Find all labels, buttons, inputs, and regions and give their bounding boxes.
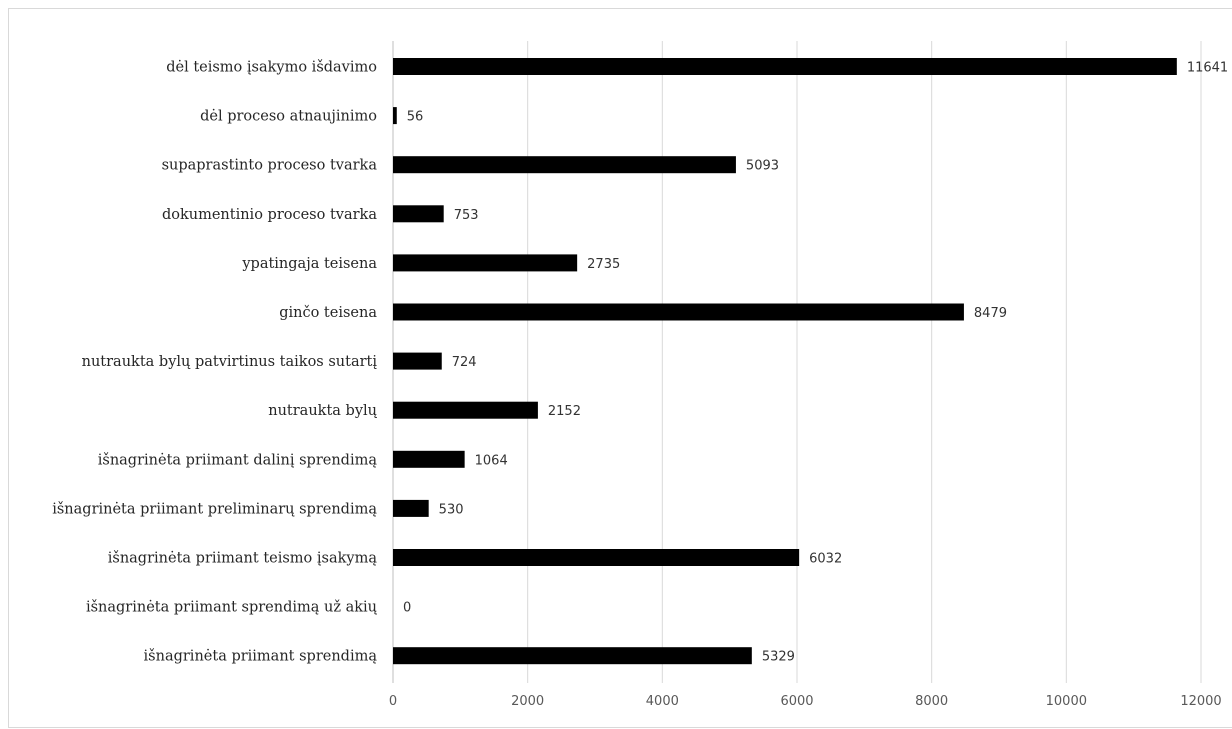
bar (393, 499, 429, 517)
x-tick-label: 0 (389, 694, 397, 709)
category-label: išnagrinėta priimant dalinį sprendimą (98, 451, 378, 468)
category-label: nutraukta bylų patvirtinus taikos sutart… (82, 354, 378, 370)
bar (393, 107, 397, 125)
bar (393, 58, 1177, 75)
x-tick-label: 2000 (511, 694, 544, 709)
data-label: 2735 (587, 257, 620, 272)
data-label: 56 (407, 110, 424, 125)
x-tick-label: 10000 (1046, 694, 1087, 709)
category-label: išnagrinėta priimant preliminarų sprendi… (52, 500, 377, 517)
category-label: dokumentinio proceso tvarka (162, 207, 377, 223)
x-tick-label: 4000 (646, 694, 679, 709)
bar (393, 156, 736, 174)
bar (393, 647, 752, 665)
data-label: 8479 (974, 306, 1007, 321)
bar (393, 303, 964, 321)
bar (393, 254, 578, 272)
x-tick-label: 12000 (1180, 694, 1221, 709)
category-label: supaprastinto proceso tvarka (162, 158, 378, 174)
data-label: 753 (454, 208, 479, 223)
category-label: dėl teismo įsakymo išdavimo (166, 59, 377, 76)
category-label: nutraukta bylų (268, 403, 377, 419)
category-label: ginčo teisena (279, 305, 377, 321)
category-label: dėl proceso atnaujinimo (200, 109, 377, 125)
x-tick-label: 8000 (915, 694, 948, 709)
category-label: išnagrinėta priimant sprendimą už akių (86, 599, 378, 616)
data-label: 11641 (1187, 61, 1228, 76)
bar (393, 352, 442, 370)
data-label: 6032 (809, 552, 842, 567)
bar (393, 205, 444, 223)
data-label: 1064 (475, 453, 508, 468)
bar-chart: 0 2000 4000 6000 8000 10000 12000 dėl teismo įs… (52, 41, 1228, 709)
data-label: 5329 (762, 650, 795, 665)
x-tick-label: 6000 (780, 694, 813, 709)
data-label: 0 (403, 601, 411, 616)
category-label: išnagrinėta priimant teismo įsakymą (108, 550, 378, 567)
category-label: išnagrinėta priimant sprendimą (144, 648, 378, 665)
bar (393, 450, 465, 468)
data-label: 724 (452, 355, 477, 370)
bar (393, 549, 800, 566)
category-label: ypatingaja teisena (241, 256, 377, 272)
chart-container: 0 2000 4000 6000 8000 10000 12000 dėl teismo įs… (8, 8, 1232, 728)
bar (393, 401, 538, 419)
data-label: 5093 (746, 159, 779, 174)
data-label: 2152 (548, 404, 581, 419)
data-label: 530 (439, 502, 464, 517)
